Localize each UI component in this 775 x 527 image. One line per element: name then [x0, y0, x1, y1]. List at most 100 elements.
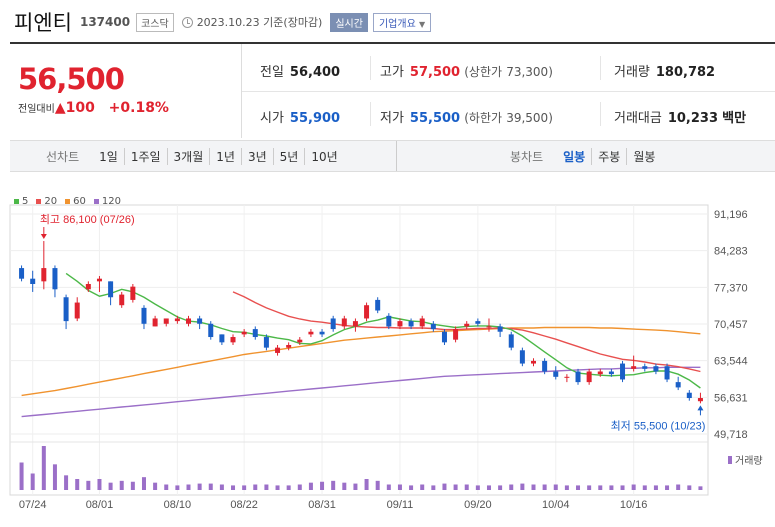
volume-bar — [219, 484, 224, 490]
volume-bar — [453, 484, 458, 490]
volume-bar — [531, 484, 536, 490]
volume-bar — [331, 480, 336, 490]
volume-bar — [64, 475, 69, 490]
volume-bar — [141, 477, 146, 490]
candle-body — [275, 347, 281, 353]
candle-body — [642, 366, 648, 369]
period-10y[interactable]: 10년 — [304, 147, 343, 165]
change-label: 전일대비 — [18, 104, 55, 115]
candle-body — [74, 302, 80, 319]
candle-body — [486, 326, 492, 328]
volume-bar — [320, 481, 325, 490]
candle-body — [174, 318, 180, 322]
y-tick-label: 63,544 — [714, 356, 748, 368]
volume-bar — [687, 485, 692, 490]
period-3y[interactable]: 3년 — [240, 147, 273, 165]
volume-bar — [386, 484, 391, 490]
ma20-line — [232, 291, 701, 373]
x-tick-label: 08/22 — [230, 499, 258, 511]
candle-body — [252, 329, 258, 338]
candle-body — [575, 371, 581, 383]
line-chart-group: 선차트 1일 1주일 3개월 1년 3년 5년 10년 — [46, 141, 344, 171]
candle-body — [475, 321, 481, 324]
candle-body — [620, 363, 626, 380]
volume-legend-label: 거래량 — [735, 456, 763, 467]
candle-body — [230, 337, 236, 343]
candle-weekly[interactable]: 주봉 — [591, 147, 626, 165]
ma-legend-item: 120 — [93, 196, 121, 207]
candle-body — [96, 278, 102, 282]
candle-body — [364, 305, 370, 319]
candle-daily[interactable]: 일봉 — [563, 149, 586, 164]
base-date: 2023.10.23 기준(장마감) — [196, 16, 323, 29]
period-3m[interactable]: 3개월 — [166, 147, 210, 165]
realtime-button[interactable]: 실시간 — [330, 12, 368, 32]
volume-bar — [665, 485, 670, 490]
candle-body — [219, 334, 225, 343]
candle-body — [186, 318, 191, 324]
volume-bar — [286, 485, 291, 490]
ma-legend-item: 5 — [14, 196, 28, 207]
candle-body — [286, 344, 292, 348]
period-5y[interactable]: 5년 — [272, 147, 305, 165]
price-stats: 전일 56,400 고가 57,500 (상한가 73,300) 거래량 180,78… — [242, 44, 775, 138]
volume-bar — [275, 485, 280, 490]
ma120-line — [21, 366, 701, 418]
candle-body — [597, 371, 603, 375]
candle-body — [63, 297, 69, 322]
candle-body — [308, 331, 314, 335]
volume-bar — [520, 483, 525, 490]
stock-code: 137400 — [79, 15, 131, 29]
candle-body — [497, 326, 503, 332]
candle-body — [397, 321, 403, 327]
market-badge: 코스닥 — [136, 12, 174, 32]
chart-frame — [9, 204, 709, 496]
legend-label: 20 — [44, 196, 58, 207]
candle-body — [553, 371, 559, 377]
volume-bar — [30, 473, 35, 490]
candle-body — [297, 339, 303, 343]
volume-bar — [19, 462, 24, 490]
upper-limit-close: ) — [548, 65, 553, 79]
candle-monthly[interactable]: 월봉 — [626, 147, 661, 165]
x-tick-label: 10/16 — [620, 499, 648, 511]
volume-bar — [475, 485, 480, 490]
volume-bar — [464, 484, 469, 490]
candle-body — [464, 323, 470, 327]
candle-body — [608, 371, 614, 375]
lower-limit-value: 39,500 — [506, 111, 549, 125]
volume-bar — [587, 485, 592, 490]
period-1y[interactable]: 1년 — [209, 147, 241, 165]
period-1w[interactable]: 1주일 — [123, 147, 167, 165]
x-tick-label: 07/24 — [19, 499, 47, 511]
volume-bar — [119, 480, 124, 490]
volume-bar — [442, 483, 447, 490]
company-overview-dropdown[interactable]: 기업개요 ▼ — [372, 12, 432, 32]
volume-bar — [208, 483, 213, 490]
stock-name: 피엔티 — [14, 11, 72, 35]
candle-body — [441, 331, 447, 343]
x-tick-label: 08/10 — [164, 499, 192, 511]
volume-bar — [676, 484, 681, 490]
stat-low: 저가 55,500 (하한가 39,500) — [380, 107, 553, 126]
candle-body — [508, 334, 514, 348]
up-triangle-icon: ▲ — [54, 100, 66, 116]
change-value: 100 — [65, 100, 95, 116]
candle-body — [330, 318, 336, 330]
volume-bar — [553, 484, 558, 490]
high-annotation: 최고 86,100 (07/26) — [40, 213, 135, 226]
clock-icon — [181, 16, 193, 28]
candle-body — [430, 323, 436, 330]
volume-bar — [153, 482, 158, 490]
prev-close-value: 56,400 — [289, 65, 341, 80]
lower-limit-close: ) — [548, 111, 553, 125]
volume-bar — [297, 484, 302, 490]
upper-limit-label: (상한가 — [464, 65, 503, 79]
candle-body — [664, 366, 670, 380]
period-1d[interactable]: 1일 — [99, 149, 118, 164]
candle-body — [686, 392, 692, 399]
candle-body — [653, 366, 659, 372]
volume-bar — [576, 485, 581, 490]
candle-chart-label: 봉차트 — [510, 149, 544, 164]
